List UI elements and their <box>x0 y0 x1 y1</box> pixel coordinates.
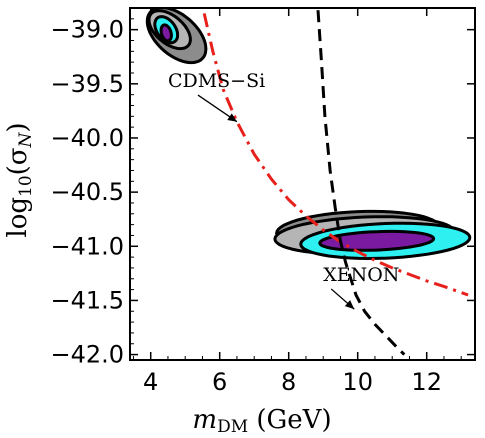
annotation-arrowhead <box>227 113 237 122</box>
x-tick-label: 6 <box>212 368 227 396</box>
x-tick-label: 12 <box>411 368 442 396</box>
confidence-regions <box>145 8 472 260</box>
low-mass-region-core <box>159 23 173 43</box>
x-axis-ticks: 4 6 8 10 12 <box>132 8 462 396</box>
curve-xenon <box>316 10 406 356</box>
x-axis-label: mDM (GeV) <box>192 405 331 437</box>
exclusion-curves <box>202 10 469 356</box>
y-tick-label: −39.5 <box>50 70 124 98</box>
y-tick-label: −42.0 <box>50 341 124 369</box>
annotation-xenon: XENON <box>323 264 399 286</box>
y-axis-label: log10(σN) <box>3 122 36 237</box>
x-tick-label: 4 <box>143 368 158 396</box>
plot-frame <box>129 7 476 361</box>
annotation-arrowhead <box>344 300 355 310</box>
y-tick-label: −40.5 <box>50 178 124 206</box>
annotation-cdms-si: CDMS−Si <box>168 70 265 92</box>
y-axis-ticks: −39.0 −39.5 −40.0 −40.5 −41.0 −41.5 −42.0 <box>50 16 475 369</box>
x-tick-label: 8 <box>281 368 296 396</box>
curve-cdms-si <box>202 13 469 297</box>
y-tick-label: −41.5 <box>50 286 124 314</box>
x-tick-label: 10 <box>342 368 373 396</box>
y-tick-label: −41.0 <box>50 232 124 260</box>
curve-annotations: CDMS−Si XENON <box>168 70 399 310</box>
y-tick-label: −39.0 <box>50 16 124 44</box>
y-tick-label: −40.0 <box>50 124 124 152</box>
